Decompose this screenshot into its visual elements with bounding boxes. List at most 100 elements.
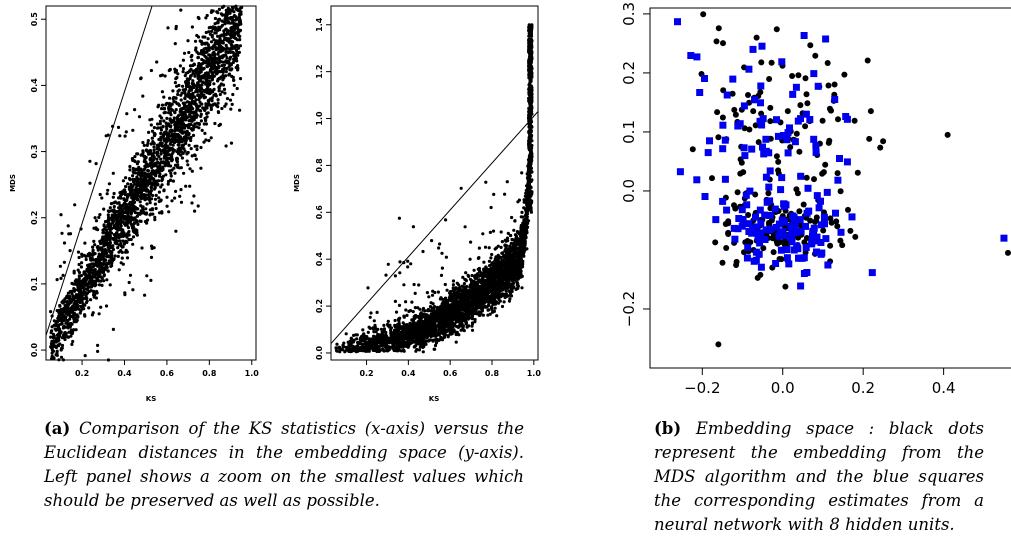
data-point [154, 206, 158, 211]
data-point [90, 274, 94, 278]
data-point [160, 116, 164, 120]
data-point [149, 123, 153, 127]
data-point [76, 268, 80, 272]
data-point [141, 149, 145, 153]
data-point [470, 328, 475, 332]
data-point [173, 129, 177, 133]
data-point [60, 311, 64, 316]
data-point [150, 136, 154, 140]
data-point [194, 109, 198, 113]
data-point [161, 133, 165, 137]
data-point [105, 261, 109, 265]
data-point [160, 103, 165, 107]
data-point [111, 218, 115, 222]
data-point [72, 328, 76, 332]
data-point [232, 46, 236, 50]
data-point [146, 182, 150, 186]
data-point [440, 338, 445, 342]
data-point [222, 37, 227, 42]
data-point [225, 97, 230, 101]
data-point [80, 307, 84, 311]
data-point [123, 291, 127, 295]
data-point [213, 16, 217, 21]
data-point [135, 214, 139, 218]
data-point [152, 141, 156, 145]
data-point [50, 351, 54, 355]
data-point [106, 269, 110, 273]
data-point [160, 179, 164, 183]
data-point [217, 43, 221, 48]
data-point [218, 36, 222, 40]
figure-canvas: 0.2 0.4 0.6 0.8 1.0 0.00.10.20.30.40.5 KS MD… [9, 2, 1011, 403]
data-point [58, 314, 62, 318]
data-point [190, 154, 194, 158]
data-point [138, 173, 143, 177]
data-point [155, 147, 159, 151]
data-point [238, 44, 242, 48]
data-point [189, 110, 193, 114]
data-point [224, 11, 229, 15]
data-point [103, 243, 108, 247]
data-point [451, 283, 455, 287]
data-point [206, 37, 210, 41]
data-point [200, 128, 204, 132]
data-point [196, 15, 200, 20]
data-point [148, 156, 152, 161]
data-point [195, 113, 199, 117]
data-point [61, 273, 65, 277]
data-point [206, 57, 210, 61]
data-point [203, 54, 207, 58]
data-point [213, 121, 217, 126]
data-point [345, 346, 349, 351]
data-point [493, 247, 497, 251]
data-point [193, 209, 197, 213]
data-point [210, 59, 214, 63]
data-point [150, 244, 154, 248]
data-point [101, 249, 105, 253]
data-point [184, 138, 188, 143]
data-point [125, 220, 129, 224]
data-point [235, 38, 240, 42]
data-point [184, 132, 189, 136]
data-point [167, 210, 171, 214]
data-point [72, 269, 76, 273]
data-point [147, 173, 151, 177]
data-point [231, 40, 235, 44]
data-point [171, 179, 175, 183]
data-point [187, 100, 191, 105]
data-point [111, 171, 115, 175]
data-point [197, 98, 201, 102]
data-point [160, 144, 165, 148]
data-point [68, 232, 73, 236]
data-point [178, 194, 182, 198]
data-point [157, 155, 161, 159]
data-point [213, 69, 217, 73]
data-point [81, 290, 85, 295]
data-point [355, 337, 359, 341]
data-point [187, 89, 191, 94]
data-point [230, 17, 234, 21]
data-point [179, 8, 183, 12]
data-point [124, 202, 128, 206]
data-point [334, 346, 338, 350]
data-point [138, 168, 142, 172]
data-point [134, 168, 138, 172]
data-point [210, 78, 214, 82]
data-point [64, 300, 68, 304]
data-point [162, 119, 166, 123]
data-point [504, 247, 508, 251]
data-point [235, 59, 239, 63]
data-point [52, 339, 56, 343]
data-point [148, 213, 152, 217]
data-point [126, 182, 130, 186]
data-point [58, 327, 62, 331]
data-point [79, 265, 83, 269]
data-point [162, 188, 166, 192]
data-point [209, 75, 213, 80]
data-point [80, 286, 84, 290]
data-point [223, 91, 227, 95]
data-point [136, 211, 140, 215]
data-point [141, 152, 145, 156]
data-point [107, 221, 111, 225]
data-point [111, 327, 115, 331]
